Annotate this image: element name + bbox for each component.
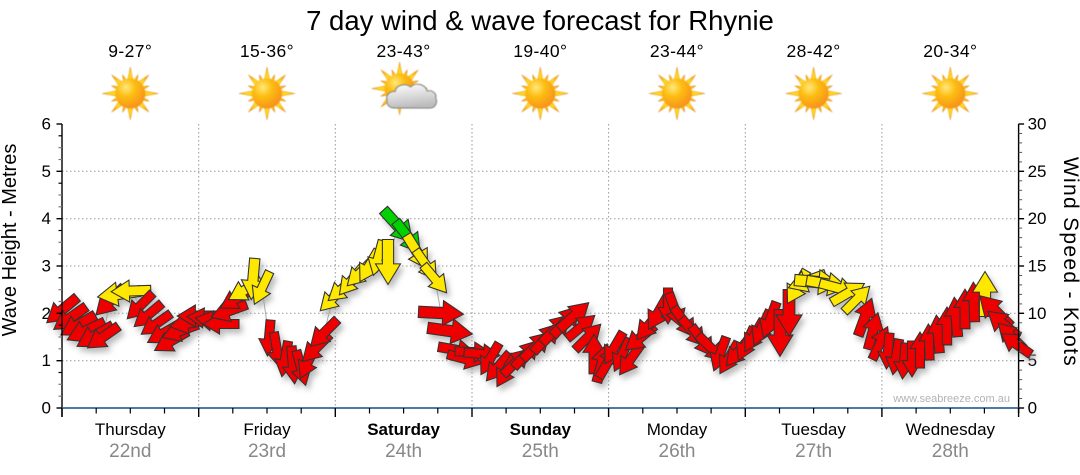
svg-text:6: 6 xyxy=(42,115,51,134)
svg-text:Wave Height - Metres: Wave Height - Metres xyxy=(0,144,21,337)
svg-text:30: 30 xyxy=(1028,115,1047,134)
svg-text:26th: 26th xyxy=(659,441,696,462)
svg-text:0: 0 xyxy=(42,399,51,418)
svg-text:23rd: 23rd xyxy=(248,441,286,462)
svg-text:9-27°: 9-27° xyxy=(108,41,152,61)
svg-text:5: 5 xyxy=(42,162,51,181)
svg-text:27th: 27th xyxy=(795,441,832,462)
svg-text:Monday: Monday xyxy=(647,420,708,439)
svg-text:20: 20 xyxy=(1028,209,1047,228)
svg-text:www.seabreeze.com.au: www.seabreeze.com.au xyxy=(892,393,1010,405)
svg-text:Tuesday: Tuesday xyxy=(781,420,846,439)
svg-text:3: 3 xyxy=(42,257,51,276)
svg-text:28th: 28th xyxy=(932,441,969,462)
svg-text:25: 25 xyxy=(1028,162,1047,181)
svg-text:23-43°: 23-43° xyxy=(377,41,431,61)
svg-text:15: 15 xyxy=(1028,257,1047,276)
svg-text:22nd: 22nd xyxy=(109,441,151,462)
svg-text:7 day wind & wave forecast for: 7 day wind & wave forecast for Rhynie xyxy=(306,5,774,36)
svg-text:Wind Speed - Knots: Wind Speed - Knots xyxy=(1059,157,1080,367)
svg-text:25th: 25th xyxy=(522,441,559,462)
svg-text:28-42°: 28-42° xyxy=(787,41,841,61)
svg-text:1: 1 xyxy=(42,351,51,370)
svg-text:0: 0 xyxy=(1028,399,1037,418)
svg-text:Sunday: Sunday xyxy=(510,420,572,439)
svg-text:24th: 24th xyxy=(385,441,422,462)
svg-text:Friday: Friday xyxy=(243,420,291,439)
svg-text:15-36°: 15-36° xyxy=(240,41,294,61)
svg-text:Wednesday: Wednesday xyxy=(906,420,996,439)
svg-text:20-34°: 20-34° xyxy=(923,41,977,61)
svg-text:5: 5 xyxy=(1028,351,1037,370)
svg-text:Saturday: Saturday xyxy=(367,420,440,439)
svg-text:23-44°: 23-44° xyxy=(650,41,704,61)
svg-text:10: 10 xyxy=(1028,304,1047,323)
svg-text:19-40°: 19-40° xyxy=(513,41,567,61)
svg-text:2: 2 xyxy=(42,304,51,323)
svg-text:4: 4 xyxy=(42,209,51,228)
svg-text:Thursday: Thursday xyxy=(95,420,166,439)
